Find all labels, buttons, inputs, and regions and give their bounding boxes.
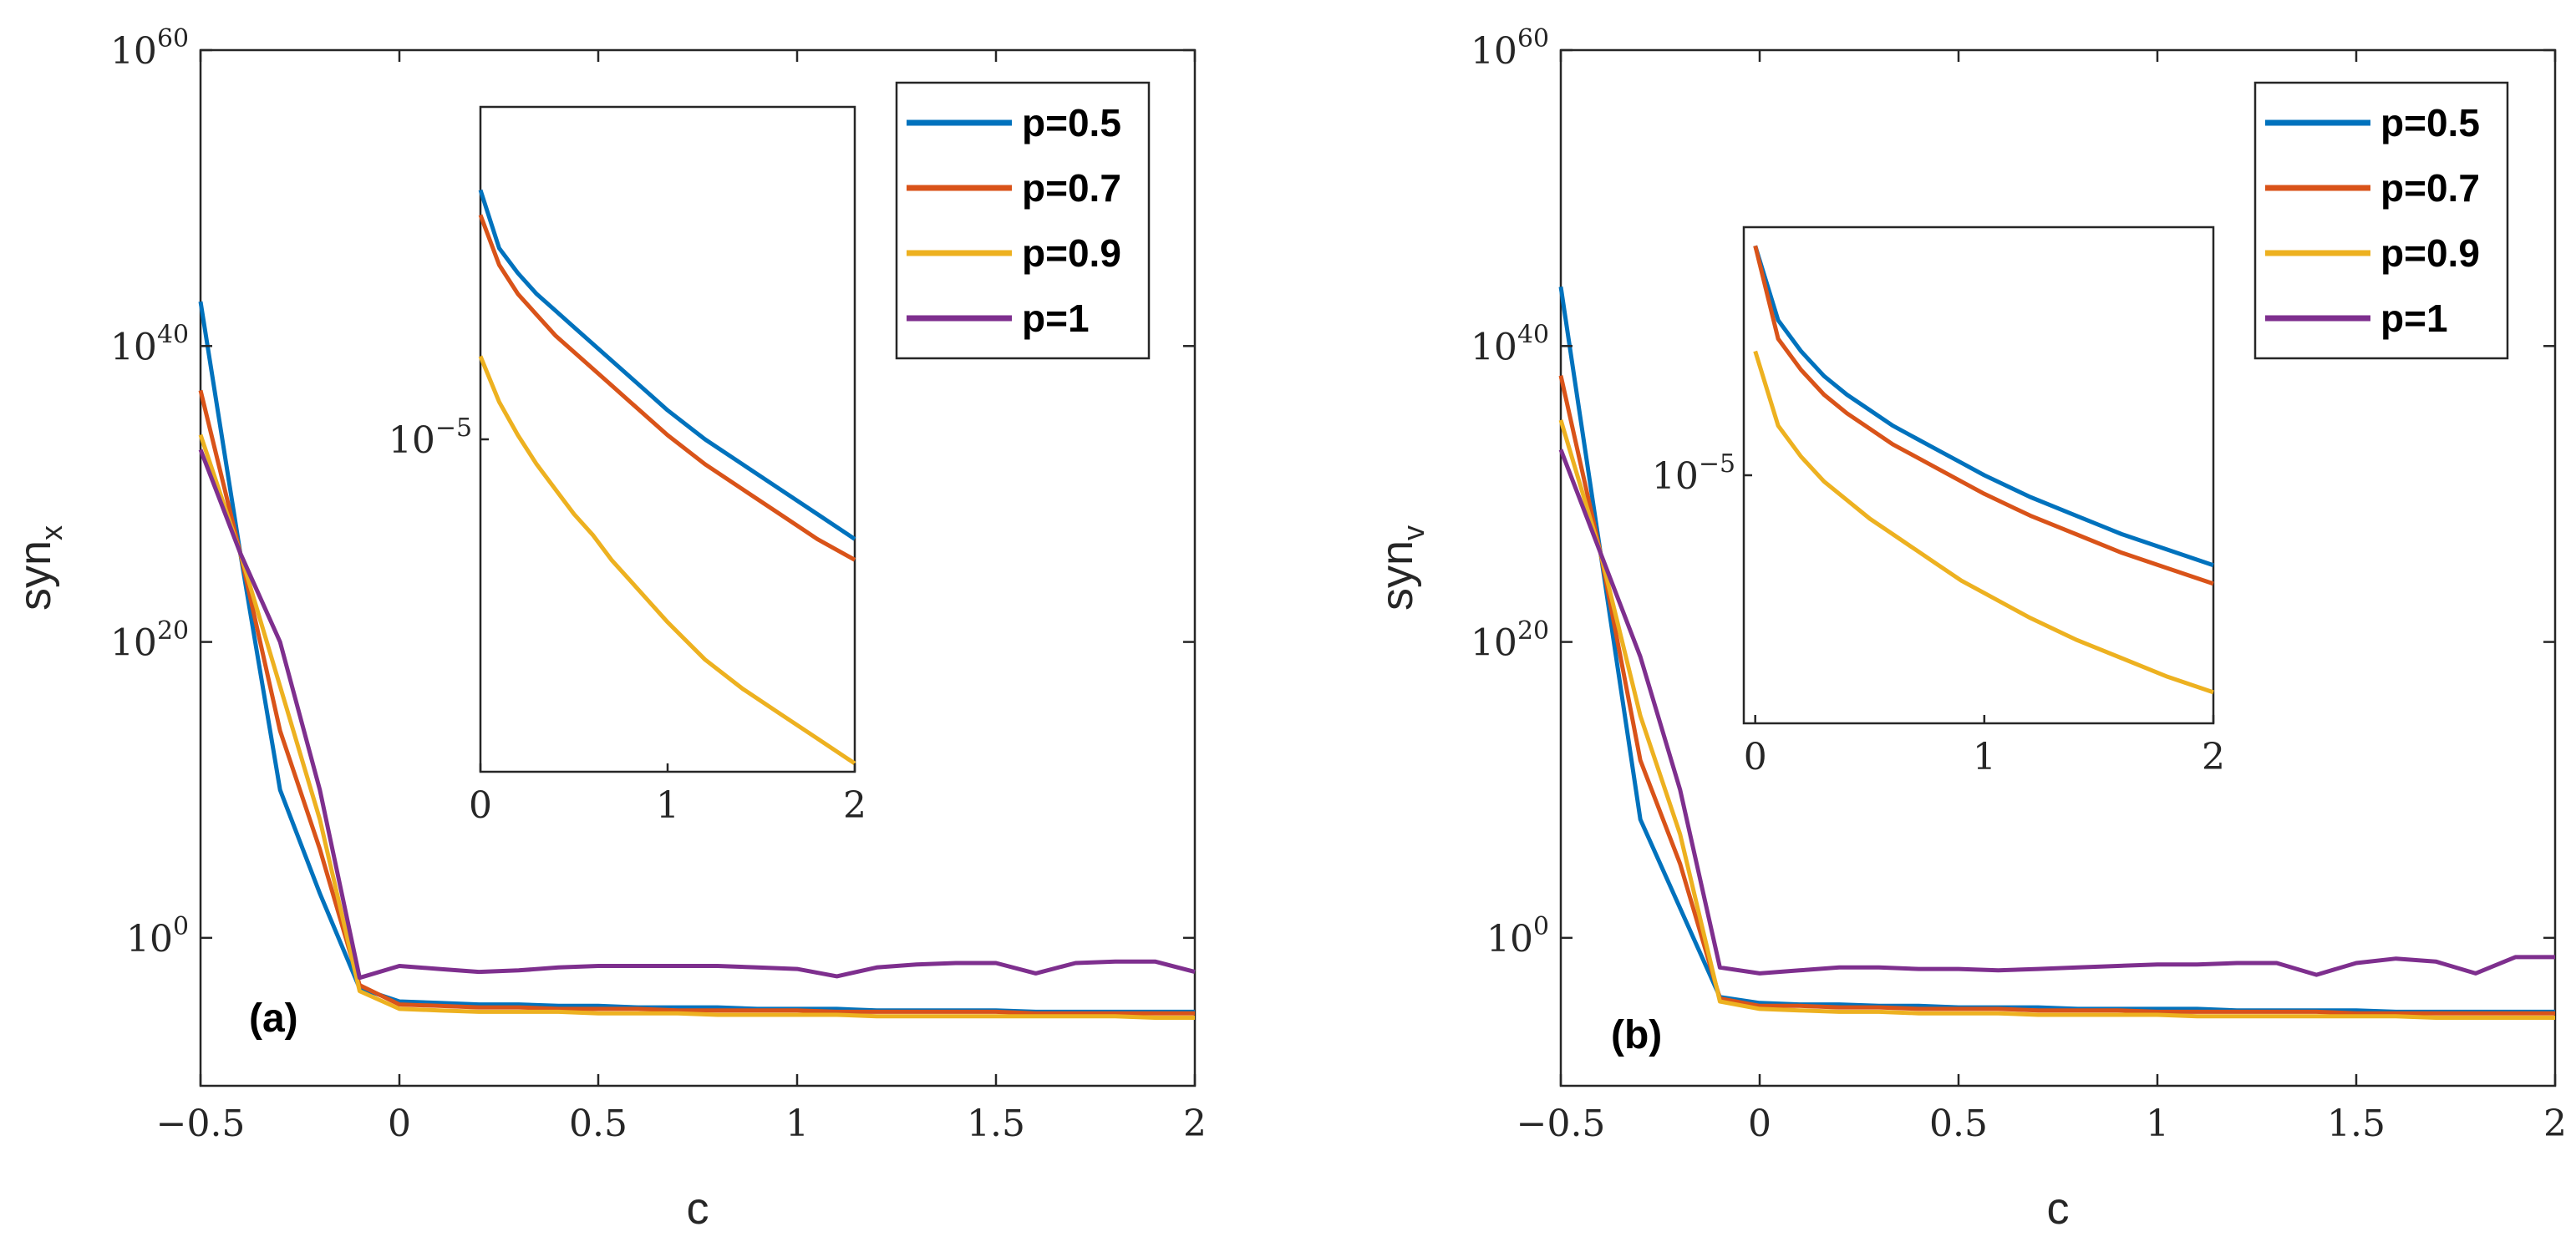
inset-y-tick-label: 10−5 [1652, 449, 1735, 498]
panel-label-b: (b) [1611, 1013, 1662, 1057]
axis-ticks-b: −0.5 0 0.5 1 1.5 2 100 1020 1040 1060 [1471, 24, 2567, 1145]
x-tick-label: 1 [785, 1103, 809, 1145]
legend-box-b [2253, 81, 2509, 360]
y-tick-label: 1020 [110, 616, 189, 665]
inset-series-group-b [1753, 245, 2214, 695]
x-tick-label: 0 [1748, 1103, 1771, 1145]
y-axis-label-b: synv [1372, 525, 1430, 611]
y-tick-label: 1040 [110, 320, 189, 368]
x-tick-label: 0.5 [1929, 1103, 1988, 1145]
inset-series-line-p-0_5 [478, 189, 856, 541]
inset-x-tick-label: 2 [2202, 736, 2225, 778]
inset-a: 0 1 2 10−5 [389, 105, 866, 827]
legend-entry: p=0.9 [2380, 231, 2480, 275]
inset-b: 0 1 2 10−5 [1652, 226, 2225, 778]
y-tick-label: 1060 [1471, 24, 1549, 73]
x-tick-label: 0 [388, 1103, 411, 1145]
inset-y-tick-label: 10−5 [389, 413, 472, 462]
x-tick-label: 1 [2146, 1103, 2169, 1145]
y-tick-label: 100 [1486, 912, 1549, 961]
legend-entry: p=0.5 [1022, 101, 1121, 144]
legend-entry: p=0.7 [2380, 166, 2480, 210]
inset-series-line-p-0_7 [478, 214, 856, 562]
inset-ticks-b: 0 1 2 10−5 [1652, 449, 2225, 778]
inset-x-tick-label: 1 [1973, 736, 1996, 778]
inset-x-tick-label: 0 [1744, 736, 1767, 778]
inset-series-line-p-0_9 [1753, 350, 2214, 695]
y-tick-label: 1040 [1471, 320, 1549, 368]
y-axis-label-subscript-a: x [34, 525, 69, 540]
inset-series-line-p-0_9 [478, 355, 856, 766]
inset-series-line-p-0_7 [1753, 245, 2214, 586]
x-tick-label: 2 [2543, 1103, 2567, 1145]
axis-ticks-a: −0.5 0 0.5 1 1.5 2 100 1020 1040 1060 [110, 24, 1207, 1145]
series-line-p-0_7 [198, 389, 1195, 1016]
x-tick-label: 0.5 [569, 1103, 627, 1145]
inset-plot-area-a [479, 105, 856, 773]
series-line-p-1 [198, 449, 1196, 981]
legend-entry: p=1 [2380, 297, 2448, 340]
legend-entry: p=1 [1022, 297, 1090, 340]
series-line-p-0_9 [1558, 419, 2555, 1020]
y-axis-label-a: synx [10, 525, 69, 611]
inset-series-group-a [478, 189, 856, 766]
series-line-p-0_7 [1558, 375, 2555, 1016]
inset-x-tick-label: 2 [843, 784, 866, 827]
x-tick-label: −0.5 [156, 1103, 246, 1145]
y-axis-label-subscript-b: v [1396, 525, 1430, 540]
series-line-p-1 [1558, 449, 2555, 977]
inset-x-tick-label: 0 [469, 784, 492, 827]
legend-entry: p=0.7 [1022, 166, 1121, 210]
series-group-a [198, 301, 1196, 1020]
x-axis-label-a: c [687, 1184, 709, 1234]
legend-a: p=0.5 p=0.7 p=0.9 p=1 [895, 81, 1151, 360]
inset-plot-area-b [1742, 226, 2215, 725]
legend-entry: p=0.9 [1022, 231, 1121, 275]
series-group-b [1558, 286, 2555, 1020]
y-tick-label: 100 [126, 912, 189, 961]
y-tick-label: 1020 [1471, 616, 1549, 665]
legend-entry: p=0.5 [2380, 101, 2480, 144]
y-tick-label: 1060 [110, 24, 189, 73]
inset-ticks-a: 0 1 2 10−5 [389, 413, 866, 827]
x-tick-label: 1.5 [2327, 1103, 2385, 1145]
x-axis-label-b: c [2047, 1184, 2070, 1234]
inset-series-line-p-0_5 [1753, 245, 2214, 568]
legend-b: p=0.5 p=0.7 p=0.9 p=1 [2253, 81, 2509, 360]
x-tick-label: 1.5 [967, 1103, 1025, 1145]
x-tick-label: −0.5 [1517, 1103, 1606, 1145]
legend-box-a [895, 81, 1151, 360]
x-tick-label: 2 [1183, 1103, 1207, 1145]
series-line-p-0_9 [198, 433, 1195, 1020]
inset-x-tick-label: 1 [656, 784, 679, 827]
panel-label-a: (a) [249, 996, 298, 1041]
